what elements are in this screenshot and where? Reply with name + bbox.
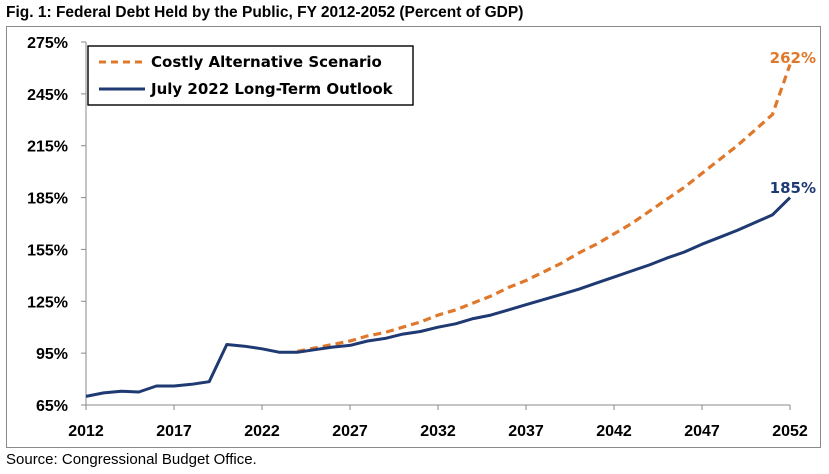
figure-title: Fig. 1: Federal Debt Held by the Public,… xyxy=(6,4,524,21)
chart-frame xyxy=(6,26,821,448)
x-tick-label: 2037 xyxy=(508,423,544,440)
y-tick-label: 155% xyxy=(27,242,68,259)
y-axis-ticks: 65% 95% 125% 155% 185% 215% 245% 275% xyxy=(27,35,86,415)
y-tick-label: 185% xyxy=(27,191,68,208)
end-labels: 262% 185% xyxy=(770,49,816,197)
x-tick-label: 2042 xyxy=(596,423,632,440)
x-tick-label: 2022 xyxy=(244,423,280,440)
series-layer xyxy=(85,63,792,398)
y-tick-label: 245% xyxy=(27,87,68,104)
end-label-alternative: 262% xyxy=(770,49,816,67)
x-tick-label: 2027 xyxy=(332,423,368,440)
y-tick-label: 275% xyxy=(27,35,68,52)
x-tick-label: 2012 xyxy=(68,423,104,440)
legend-label-alternative: Costly Alternative Scenario xyxy=(151,53,382,71)
end-label-baseline: 185% xyxy=(770,179,816,197)
series-line-alternative xyxy=(296,63,792,353)
y-tick-label: 215% xyxy=(27,139,68,156)
x-tick-label: 2047 xyxy=(684,423,720,440)
y-tick-label: 125% xyxy=(27,294,68,311)
legend-box xyxy=(87,45,414,106)
x-axis-ticks: 2012 2017 2022 2027 2032 2037 2042 2047 2052 xyxy=(68,405,808,440)
legend-label-baseline: July 2022 Long-Term Outlook xyxy=(150,80,394,98)
source-note: Source: Congressional Budget Office. xyxy=(6,451,257,468)
y-tick-label: 95% xyxy=(36,346,68,363)
x-tick-label: 2017 xyxy=(156,423,192,440)
legend: Costly Alternative Scenario July 2022 Lo… xyxy=(87,45,414,106)
series-line-baseline xyxy=(85,196,792,398)
x-tick-label: 2052 xyxy=(772,423,808,440)
y-tick-label: 65% xyxy=(36,398,68,415)
x-tick-label: 2032 xyxy=(420,423,456,440)
